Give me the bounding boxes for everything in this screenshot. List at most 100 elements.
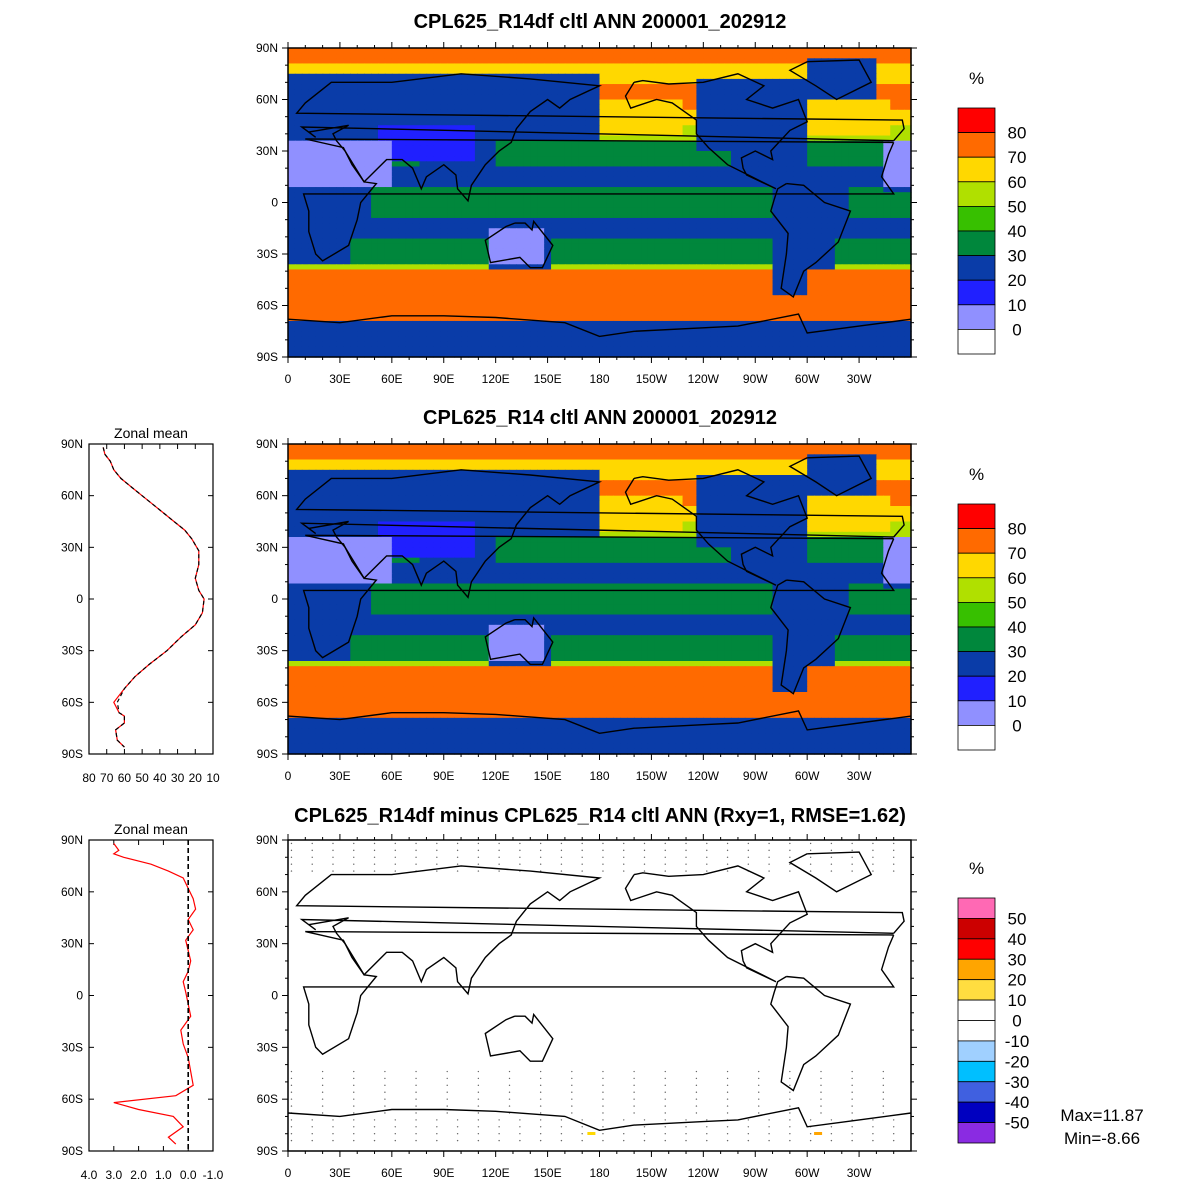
map-cell bbox=[412, 202, 421, 209]
map-cell bbox=[647, 279, 656, 286]
map-cell bbox=[350, 202, 358, 209]
map-cell bbox=[848, 233, 857, 240]
map-cell bbox=[433, 228, 441, 234]
map-cell bbox=[371, 248, 379, 255]
map-cell bbox=[772, 259, 781, 265]
map-cell bbox=[793, 212, 801, 219]
map-cell bbox=[322, 120, 331, 126]
map-cell bbox=[848, 243, 857, 250]
map-cell bbox=[634, 171, 642, 178]
map-cell bbox=[509, 264, 518, 271]
map-cell bbox=[647, 248, 656, 255]
map-cell bbox=[744, 207, 753, 214]
map-cell bbox=[862, 202, 871, 209]
map-cell bbox=[627, 254, 635, 260]
map-cell bbox=[440, 295, 448, 301]
map-cell bbox=[343, 89, 351, 95]
map-cell bbox=[904, 145, 912, 152]
map-cell bbox=[571, 274, 580, 281]
map-cell bbox=[509, 243, 518, 250]
map-cell bbox=[447, 104, 455, 111]
map-cell bbox=[862, 181, 871, 188]
map-cell bbox=[308, 202, 317, 209]
map-cell bbox=[841, 166, 850, 173]
map-cell bbox=[412, 269, 421, 276]
map-cell bbox=[689, 300, 698, 307]
map-cell bbox=[599, 135, 608, 142]
map-cell bbox=[744, 140, 753, 147]
map-cell bbox=[814, 248, 822, 255]
map-cell bbox=[599, 202, 608, 209]
map-cell bbox=[308, 48, 317, 54]
map-cell bbox=[288, 135, 296, 142]
map-cell bbox=[461, 264, 469, 271]
map-cell bbox=[765, 156, 774, 162]
map-cell bbox=[412, 207, 421, 214]
map-cell bbox=[585, 166, 594, 173]
map-cell bbox=[391, 300, 400, 307]
map-cell bbox=[488, 320, 497, 327]
map-cell bbox=[322, 284, 331, 291]
map-cell bbox=[419, 202, 428, 209]
map-cell bbox=[800, 192, 808, 198]
map-cell bbox=[661, 53, 670, 59]
map-cell bbox=[668, 181, 677, 188]
map-cell bbox=[862, 248, 871, 255]
map-cell bbox=[357, 310, 365, 317]
map-cell bbox=[301, 295, 310, 301]
map-cell bbox=[682, 187, 691, 193]
map-cell bbox=[793, 243, 801, 250]
map-cell bbox=[571, 151, 580, 157]
map-cell bbox=[426, 295, 434, 301]
map-cell bbox=[398, 58, 407, 65]
map-cell bbox=[585, 176, 594, 183]
map-cell bbox=[495, 254, 504, 260]
map-cell bbox=[827, 130, 836, 137]
map-cell bbox=[765, 140, 774, 147]
map-cell bbox=[315, 63, 324, 70]
map-cell bbox=[537, 305, 545, 312]
map-cell bbox=[834, 233, 843, 240]
map-cell bbox=[737, 233, 746, 240]
map-cell bbox=[717, 181, 725, 188]
map-cell bbox=[350, 84, 358, 90]
map-cell bbox=[502, 290, 511, 296]
map-cell bbox=[779, 109, 787, 116]
map-cell bbox=[447, 109, 455, 116]
map-cell bbox=[377, 310, 386, 317]
map-cell bbox=[391, 233, 400, 240]
map-cell bbox=[523, 68, 531, 75]
map-cell bbox=[564, 243, 573, 250]
map-cell bbox=[654, 269, 663, 276]
map-cell bbox=[308, 181, 317, 188]
map-cell bbox=[343, 192, 351, 198]
map-cell bbox=[717, 140, 725, 147]
map-cell bbox=[495, 176, 504, 183]
map-cell bbox=[343, 223, 351, 229]
map-cell bbox=[731, 223, 739, 229]
map-cell bbox=[551, 94, 559, 101]
map-cell bbox=[301, 89, 310, 95]
map-cell bbox=[440, 94, 448, 101]
map-cell bbox=[488, 243, 497, 250]
map-cell bbox=[821, 187, 829, 193]
map-cell bbox=[737, 89, 746, 95]
map-cell bbox=[641, 315, 649, 322]
map-cell bbox=[419, 114, 428, 121]
map-cell bbox=[613, 284, 621, 291]
map-cell bbox=[537, 290, 545, 296]
map-cell bbox=[474, 300, 483, 307]
map-cell bbox=[384, 114, 393, 121]
map-cell bbox=[288, 228, 296, 234]
map-cell bbox=[564, 171, 573, 178]
map-cell bbox=[696, 223, 704, 229]
map-cell bbox=[710, 68, 718, 75]
map-cell bbox=[724, 212, 732, 219]
map-cell bbox=[384, 135, 393, 142]
map-cell bbox=[668, 264, 677, 271]
map-cell bbox=[357, 269, 365, 276]
map-cell bbox=[467, 274, 476, 281]
map-cell bbox=[599, 94, 608, 101]
map-cell bbox=[571, 192, 580, 198]
map-cell bbox=[703, 181, 711, 188]
